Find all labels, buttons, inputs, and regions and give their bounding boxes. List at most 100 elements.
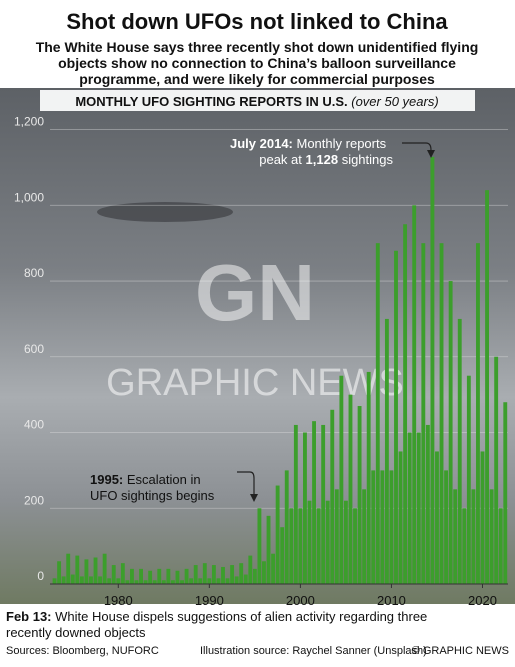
bar	[175, 570, 180, 584]
bar	[471, 489, 476, 584]
y-tick-label: 200	[24, 493, 44, 507]
annotation-text: sightings	[342, 152, 394, 167]
subtitle: The White House says three recently shot…	[36, 39, 479, 55]
x-tick-label: 1980	[104, 593, 133, 608]
bar	[148, 570, 153, 584]
bar	[412, 205, 417, 585]
annotation: peak at 1,128 sightings	[259, 152, 393, 167]
bar	[193, 565, 198, 584]
bar	[489, 489, 494, 584]
bar	[384, 318, 389, 584]
annotation-text: Escalation in	[127, 472, 201, 487]
bar	[98, 576, 103, 584]
bar	[271, 553, 276, 584]
bar	[52, 578, 57, 584]
sources: Sources: Bloomberg, NUFORC	[6, 645, 159, 657]
footer: recently downed objects	[6, 625, 146, 640]
bar	[407, 432, 412, 584]
bar	[207, 578, 212, 584]
bar	[216, 578, 221, 584]
bar	[202, 563, 207, 584]
bar	[371, 470, 376, 584]
bar	[143, 580, 148, 584]
bar	[425, 424, 430, 584]
annotation-arrow	[237, 471, 255, 496]
bar	[61, 576, 66, 584]
annotation-arrow	[402, 142, 432, 152]
ufo-shape	[97, 202, 233, 222]
bar	[139, 568, 143, 584]
subtitle: objects show no connection to China’s ba…	[58, 55, 456, 71]
bar	[70, 574, 75, 584]
annotation: July 2014: Monthly reports	[230, 136, 387, 151]
bar	[453, 489, 458, 584]
watermark-logo: GN	[195, 248, 315, 337]
illustration-credit: Illustration source: Raychel Sanner (Uns…	[200, 645, 427, 657]
bar	[321, 424, 326, 584]
bar	[120, 563, 125, 584]
chart-title: MONTHLY UFO SIGHTING REPORTS IN U.S. (ov…	[75, 94, 438, 109]
annotation: 1995: Escalation in	[90, 472, 201, 487]
bar	[366, 371, 371, 584]
bar	[293, 424, 298, 584]
bar	[248, 555, 253, 584]
bar	[75, 555, 80, 584]
bar	[93, 557, 98, 584]
bar	[435, 451, 439, 584]
arrowhead	[427, 150, 435, 158]
bar	[494, 356, 499, 584]
bar	[339, 375, 344, 584]
bar	[84, 559, 89, 584]
bar	[343, 500, 348, 584]
x-tick-label: 2020	[468, 593, 497, 608]
bar	[457, 318, 462, 584]
bar	[503, 402, 508, 584]
bar	[334, 489, 339, 584]
bar	[307, 500, 312, 584]
bar	[403, 224, 408, 584]
bar	[102, 553, 107, 584]
x-tick-label: 2010	[377, 593, 406, 608]
bar	[257, 508, 262, 584]
bar	[316, 508, 321, 584]
bar	[262, 561, 266, 584]
bar	[225, 578, 230, 584]
bar	[448, 281, 453, 584]
bar	[476, 243, 480, 584]
bar	[116, 578, 121, 584]
bar	[298, 508, 303, 584]
bar	[325, 500, 330, 584]
plot: 0 200 400 600 800 1,000 1,200 1980 1990 2000 2010 2…	[14, 115, 508, 608]
x-tick-label: 1990	[195, 593, 224, 608]
y-tick-label: 1,200	[14, 115, 44, 129]
watermark-text: GRAPHIC NEWS	[106, 362, 404, 404]
chart-title-note: (over 50 years)	[351, 94, 438, 109]
bar	[348, 394, 353, 584]
annotation-bold: 1,128	[306, 152, 339, 167]
bar	[184, 568, 189, 584]
y-tick-label: 800	[24, 266, 44, 280]
bar	[152, 580, 157, 584]
bar	[312, 421, 316, 584]
bar	[375, 243, 380, 584]
bar	[66, 553, 71, 584]
banner	[40, 90, 475, 111]
footer-bold: Feb 13:	[6, 609, 52, 624]
bar	[444, 470, 449, 584]
bar	[266, 515, 271, 584]
bar	[357, 406, 362, 584]
bar	[170, 580, 175, 584]
bar	[284, 470, 289, 584]
y-tick-label: 0	[37, 569, 44, 583]
bar	[111, 565, 116, 584]
y-tick-label: 400	[24, 418, 44, 432]
bar	[421, 243, 426, 584]
title: Shot down UFOs not linked to China	[66, 9, 448, 34]
bar	[125, 580, 130, 584]
bar	[234, 576, 239, 584]
bar	[221, 566, 225, 584]
bar	[180, 580, 184, 584]
bar	[485, 190, 489, 584]
bar	[466, 375, 471, 584]
bar	[398, 451, 403, 584]
